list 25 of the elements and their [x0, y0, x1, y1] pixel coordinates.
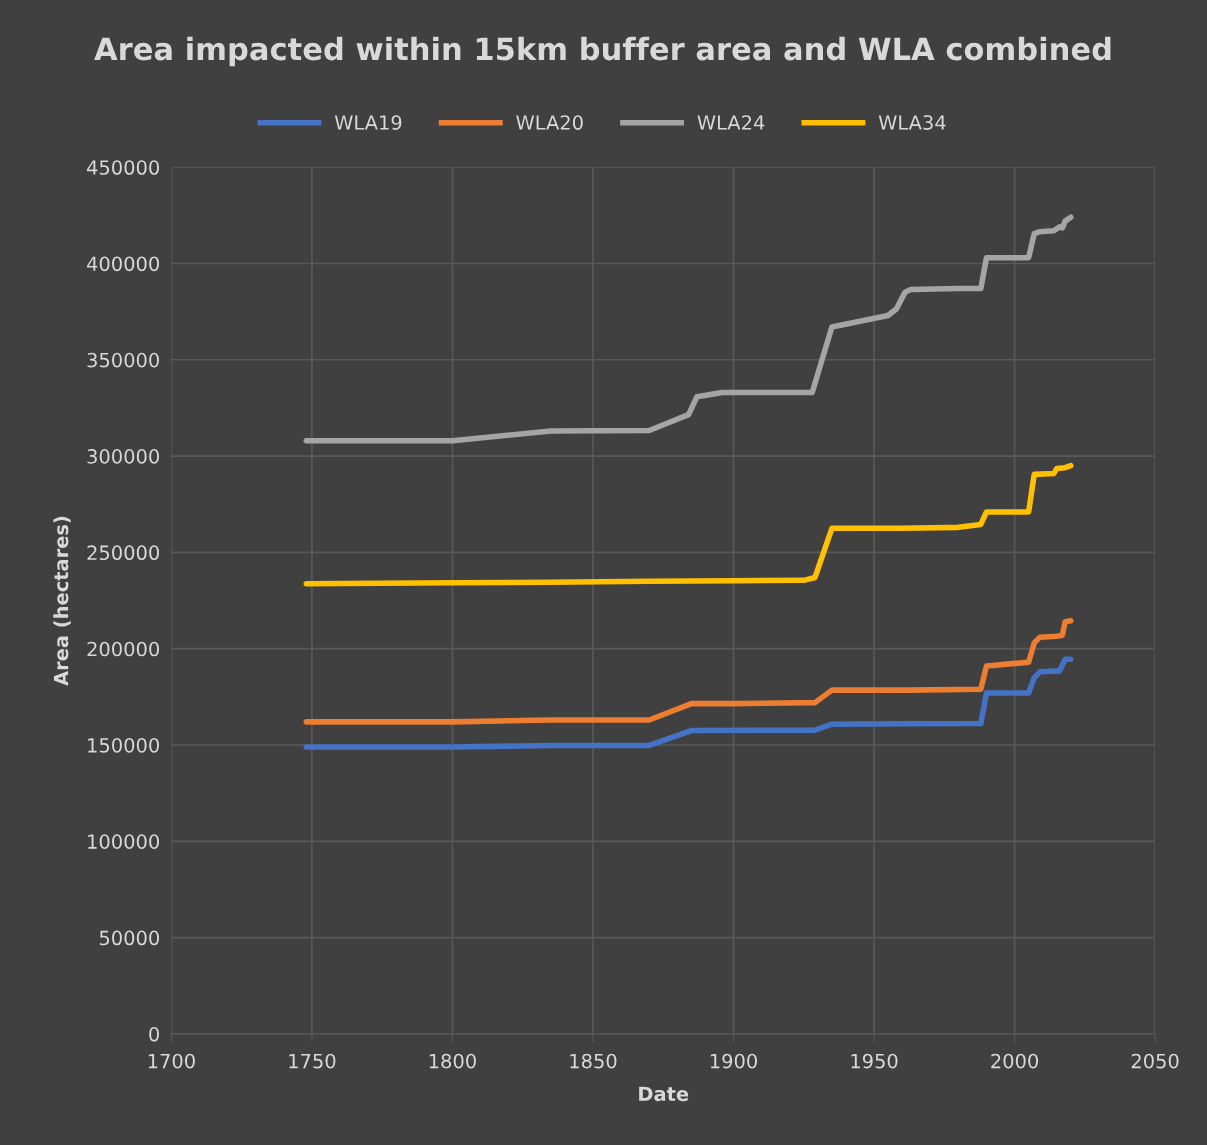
x-tick-label: 1800: [429, 1053, 476, 1069]
y-tick-label: 200000: [87, 641, 159, 657]
y-tick-label: 0: [149, 1026, 159, 1042]
y-tick-label: 300000: [87, 449, 159, 464]
x-tick-label: 2050: [1131, 1053, 1179, 1069]
x-tick-label: 1850: [570, 1053, 617, 1069]
chart-title: Area impacted within 15km buffer area and WLA combined: [94, 36, 1111, 67]
y-tick-label: 400000: [87, 256, 159, 272]
y-axis-title: Area (hectares): [53, 516, 71, 686]
x-axis-title: Date: [639, 1086, 689, 1102]
y-tick-label: 450000: [87, 160, 159, 175]
y-tick-label: 350000: [87, 352, 159, 368]
legend-label: WLA24: [697, 115, 765, 130]
y-tick-label: 250000: [87, 545, 159, 561]
x-tick-label: 2000: [991, 1053, 1039, 1069]
legend-label: WLA34: [878, 115, 946, 130]
y-tick-label: 50000: [99, 930, 159, 946]
legend-label: WLA19: [334, 115, 402, 130]
y-tick-label: 100000: [88, 834, 159, 849]
x-tick-label: 1900: [710, 1053, 757, 1069]
x-tick-label: 1950: [851, 1053, 898, 1069]
x-tick-label: 1700: [148, 1053, 195, 1069]
y-tick-label: 150000: [88, 737, 159, 753]
legend-label: WLA20: [516, 115, 583, 130]
x-tick-label: 1750: [289, 1053, 336, 1069]
